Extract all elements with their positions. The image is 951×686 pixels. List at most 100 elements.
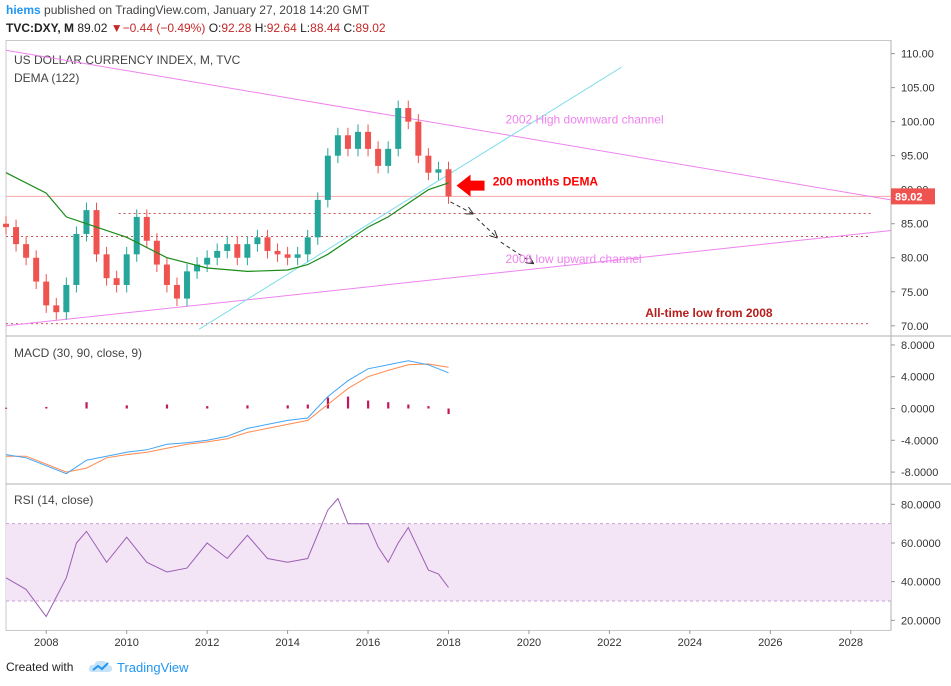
annotation-3: All-time low from 2008 [645, 306, 773, 320]
macd-histogram-bar [165, 404, 169, 409]
projection-arrow [450, 201, 473, 214]
macd-signal-line [6, 363, 449, 473]
candle[interactable] [274, 250, 281, 255]
trend-line-0[interactable] [5, 49, 892, 201]
candle[interactable] [83, 210, 90, 234]
symbol-label: TVC:DXY, M [6, 21, 75, 35]
candle[interactable] [314, 199, 321, 238]
candle[interactable] [234, 244, 241, 258]
published-text: published on TradingView.com, January 27… [44, 3, 370, 17]
candle[interactable] [294, 254, 301, 258]
trend-line-1[interactable] [5, 230, 892, 327]
candle[interactable] [365, 131, 372, 149]
annotation-1: 200 months DEMA [493, 175, 599, 189]
red-arrow-icon [456, 174, 485, 197]
candle[interactable] [143, 216, 150, 241]
annotation-0: 2002 High downward channel [506, 113, 664, 127]
x-tick-label: 2014 [275, 637, 299, 649]
macd-histogram-bar [387, 402, 390, 409]
candle[interactable] [405, 108, 412, 122]
tradingview-brand[interactable]: TradingView [117, 660, 189, 675]
candle[interactable] [214, 250, 221, 258]
macd-line [5, 360, 449, 475]
chart-area[interactable]: 2008 2010 2012 2014 2016 2018 2020 2022 2024 2026… [0, 40, 951, 658]
x-tick-label: 2016 [356, 637, 380, 649]
candle[interactable] [415, 121, 422, 156]
candle[interactable] [204, 257, 211, 265]
candle[interactable] [435, 169, 442, 173]
candle[interactable] [425, 155, 432, 173]
candle[interactable] [264, 237, 271, 251]
candle[interactable] [354, 131, 361, 149]
dema-line [5, 172, 449, 273]
macd-histogram-bar [447, 408, 450, 415]
candle[interactable] [375, 148, 382, 166]
candle[interactable] [284, 254, 291, 258]
x-tick-label: 2026 [758, 637, 782, 649]
price-change: −0.44 (−0.49%) [122, 21, 206, 35]
candle[interactable] [324, 155, 331, 200]
candle[interactable] [184, 271, 191, 299]
candle[interactable] [395, 108, 402, 149]
candle[interactable] [445, 169, 452, 197]
close-label: C: [343, 21, 356, 35]
candle[interactable] [194, 264, 201, 272]
macd-histogram-bar [45, 406, 48, 409]
candle[interactable] [123, 254, 130, 285]
candle[interactable] [173, 284, 180, 299]
macd-histogram-bar [246, 405, 249, 409]
x-tick-label: 2022 [597, 637, 621, 649]
high-value: 92.64 [266, 21, 297, 35]
candle[interactable] [244, 244, 251, 258]
publish-info: hiems published on TradingView.com, Janu… [6, 3, 369, 17]
low-value: 88.44 [310, 21, 341, 35]
candle[interactable] [93, 210, 100, 255]
rsi-axis-tick-label: 80.0000 [901, 499, 941, 511]
macd-histogram-bar [206, 406, 209, 409]
candle[interactable] [23, 244, 30, 258]
macd-axis-tick-label: 0.0000 [901, 404, 935, 416]
candle[interactable] [254, 237, 261, 245]
annotation-2: 2008 low upward channel [506, 252, 642, 266]
price-axis-tick-label: 105.00 [901, 83, 935, 95]
macd-histogram-bar [125, 405, 128, 409]
price-pane-title: US DOLLAR CURRENCY INDEX, M, TVC [14, 53, 241, 67]
candle[interactable] [304, 237, 311, 255]
candle[interactable] [133, 216, 140, 255]
macd-axis-tick-label: -4.0000 [901, 435, 938, 447]
x-tick-label: 2020 [517, 637, 541, 649]
candle[interactable] [385, 148, 392, 166]
author-name[interactable]: hiems [6, 3, 41, 17]
price-axis-tick-label: 100.00 [901, 117, 935, 129]
candle[interactable] [163, 264, 170, 285]
candle[interactable] [33, 257, 40, 282]
candle[interactable] [13, 227, 20, 245]
x-tick-label: 2018 [436, 637, 460, 649]
trend-line-2[interactable] [198, 66, 622, 330]
rsi-line [5, 497, 449, 618]
tradingview-cloud-icon[interactable] [88, 658, 114, 674]
symbol-ohlc-bar: TVC:DXY, M 89.02 ▼−0.44 (−0.49%) O:92.28… [6, 21, 386, 35]
dema-indicator-label: DEMA (122) [14, 71, 79, 85]
price-axis-tick-label: 110.00 [901, 49, 934, 61]
x-tick-label: 2008 [34, 637, 58, 649]
price-axis-tick-label: 70.00 [901, 321, 929, 333]
close-value: 89.02 [355, 21, 386, 35]
candle[interactable] [103, 254, 110, 279]
change-down-icon: ▼ [110, 21, 123, 35]
macd-histogram-bar [306, 404, 309, 409]
candle[interactable] [63, 284, 70, 313]
candle[interactable] [224, 244, 231, 251]
candle[interactable] [53, 305, 60, 313]
candle[interactable] [43, 281, 50, 306]
high-label: H: [254, 21, 267, 35]
projection-arrow [476, 217, 497, 237]
candle[interactable] [3, 223, 9, 228]
x-tick-label: 2012 [195, 637, 219, 649]
rsi-axis-tick-label: 40.0000 [901, 577, 941, 589]
candle[interactable] [73, 233, 80, 285]
candle[interactable] [344, 135, 351, 149]
low-label: L: [300, 21, 311, 35]
candle[interactable] [334, 135, 341, 156]
candle[interactable] [113, 278, 120, 285]
